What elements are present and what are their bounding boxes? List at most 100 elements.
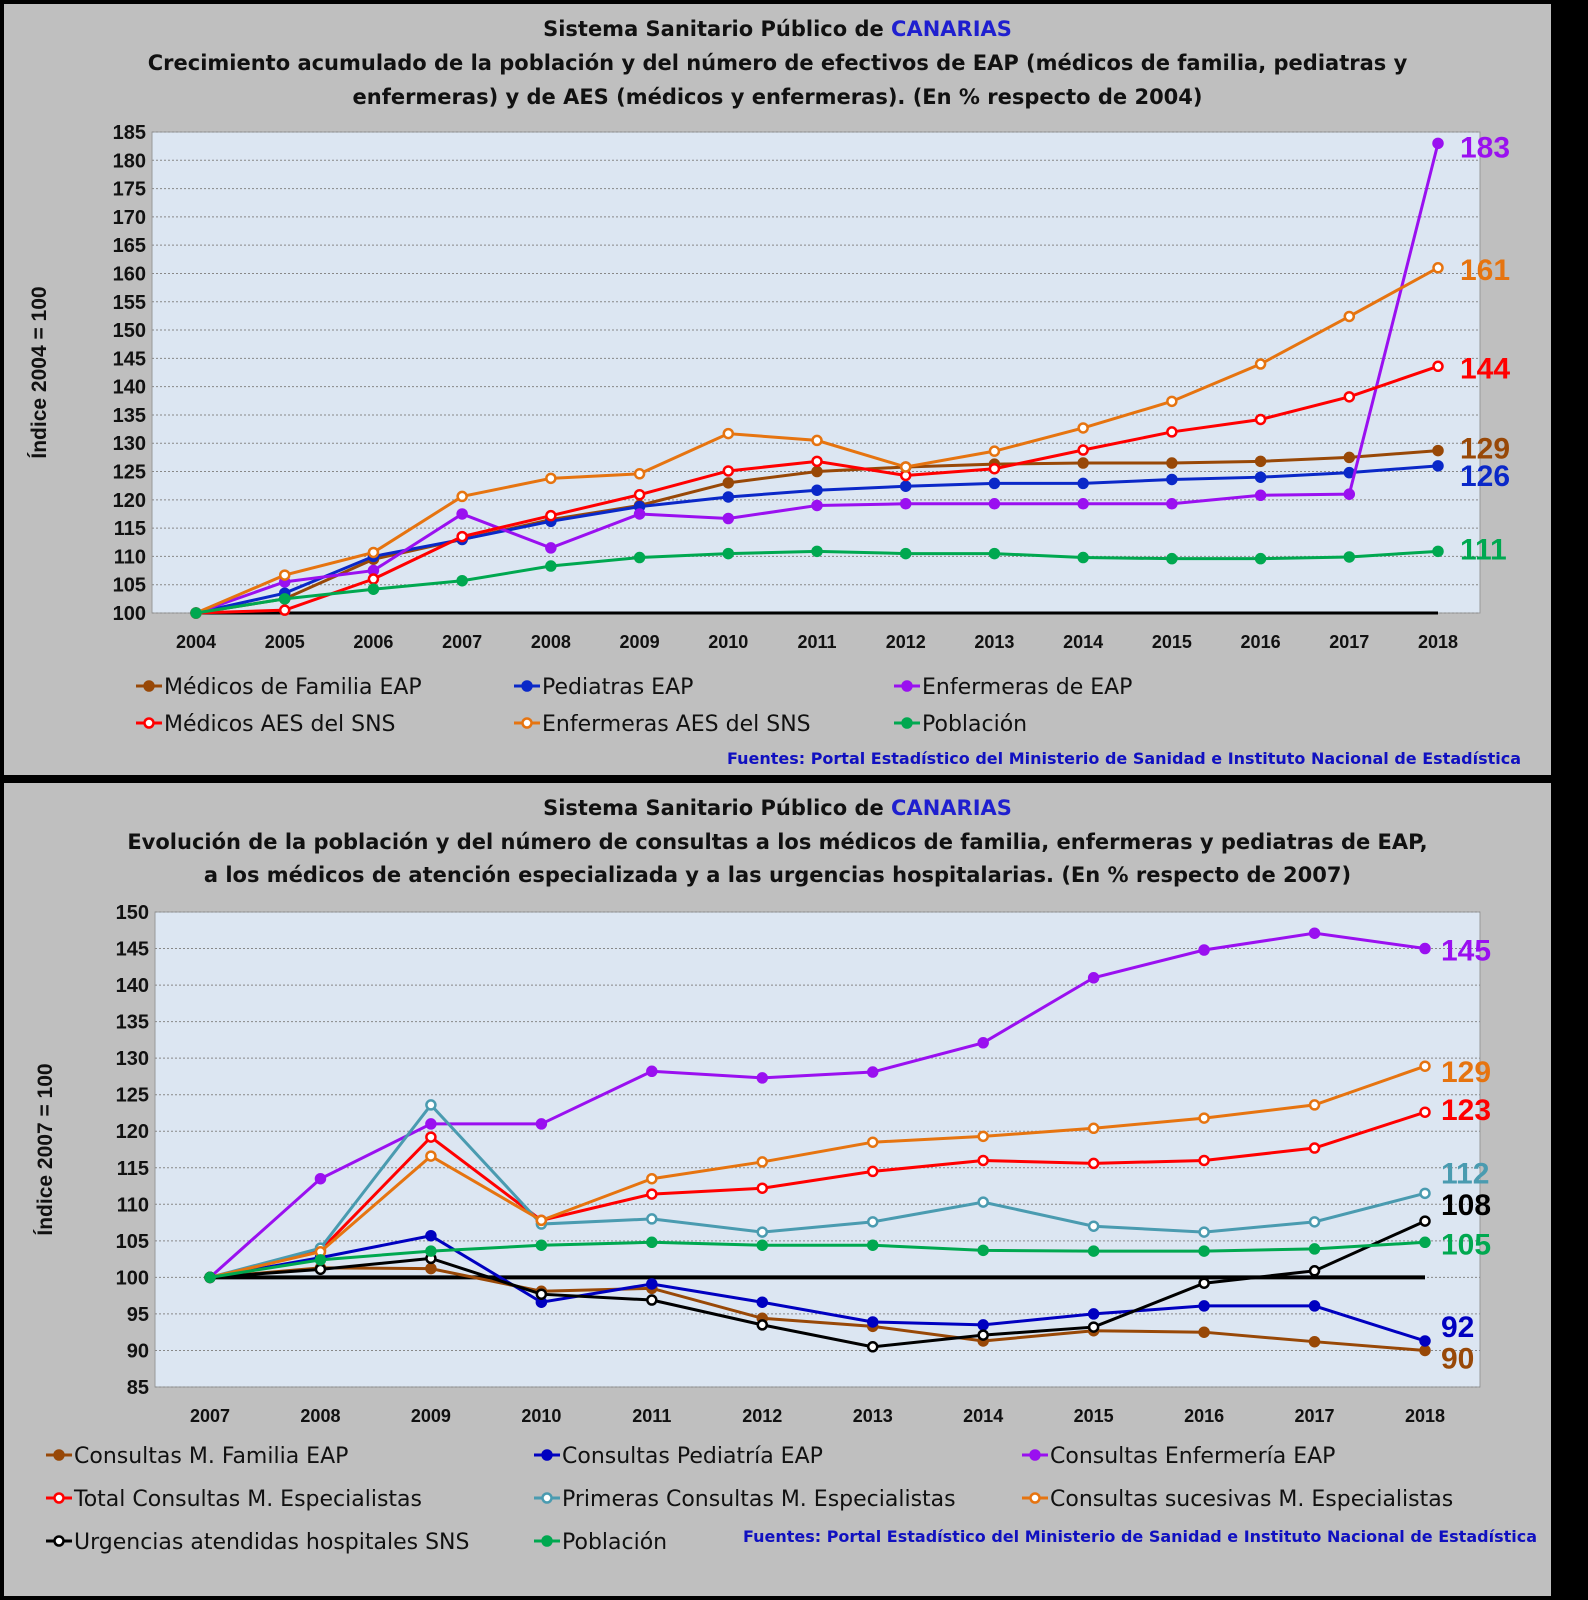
data-point [866, 1136, 879, 1148]
x-tick-label: 2007 [190, 1406, 230, 1426]
legend-marker [53, 1535, 65, 1547]
x-tick-label: 2014 [1063, 632, 1103, 652]
data-point [633, 508, 646, 520]
y-tick-label: 165 [113, 235, 146, 257]
data-point [899, 480, 912, 492]
data-point [722, 547, 735, 560]
data-point [1419, 1106, 1431, 1118]
data-point [1077, 457, 1089, 469]
data-point [1254, 489, 1267, 502]
title-region: CANARIAS [891, 796, 1012, 820]
data-point [811, 455, 823, 468]
data-point [535, 1239, 548, 1251]
data-point [1343, 551, 1356, 563]
end-value-label: 105 [1441, 1228, 1491, 1261]
data-point [988, 445, 1001, 457]
y-tick-label: 135 [113, 405, 146, 427]
data-point [633, 488, 646, 501]
data-point [1254, 455, 1267, 468]
y-tick-label: 110 [114, 546, 146, 568]
data-point [1087, 1308, 1100, 1320]
data-point [278, 593, 291, 605]
y-tick-label: 130 [113, 433, 146, 455]
data-point [1419, 1187, 1431, 1200]
data-point [899, 498, 912, 510]
data-point [1308, 1265, 1321, 1277]
data-point [977, 1329, 989, 1341]
end-value-label: 111 [1460, 533, 1507, 566]
data-point [1308, 927, 1321, 939]
series-line [209, 1102, 1426, 1279]
data-point [722, 512, 735, 525]
end-value-label: 92 [1441, 1311, 1474, 1344]
legend-label: Consultas M. Familia EAP [74, 1444, 348, 1469]
data-point [1343, 310, 1356, 323]
data-point [1198, 1300, 1210, 1312]
data-point [988, 547, 1001, 560]
end-value-label: 144 [1460, 352, 1510, 385]
data-point [535, 1288, 548, 1300]
data-point [756, 1072, 769, 1084]
data-point [1198, 1154, 1210, 1167]
x-tick-label: 2013 [974, 632, 1014, 652]
y-tick-label: 170 [113, 207, 146, 229]
data-point [1419, 1236, 1431, 1249]
legend-marker [541, 1449, 553, 1461]
end-value-label: 123 [1441, 1094, 1491, 1127]
legend-marker [143, 717, 155, 729]
y-tick-label: 145 [113, 348, 146, 370]
data-point [977, 1154, 989, 1167]
data-point [722, 427, 735, 440]
data-point [1343, 451, 1356, 464]
data-point [1254, 413, 1267, 426]
data-point [1087, 972, 1100, 984]
data-point [811, 434, 823, 447]
legend-label: Consultas Pediatría EAP [562, 1444, 823, 1469]
data-point [1087, 1157, 1100, 1170]
y-tick-label: 135 [116, 1012, 149, 1034]
title-prefix: Sistema Sanitario Público de [543, 796, 892, 820]
data-point [456, 490, 468, 503]
data-point [278, 604, 291, 616]
chart-subtitle-2: a los médicos de atención especializada … [203, 863, 1352, 887]
data-point [425, 1099, 437, 1111]
data-point [722, 477, 735, 489]
data-point [722, 465, 735, 477]
data-point [811, 465, 823, 478]
x-tick-label: 2015 [1152, 632, 1192, 652]
data-point [646, 1278, 658, 1290]
x-tick-label: 2013 [853, 1406, 893, 1426]
x-tick-label: 2008 [531, 632, 571, 652]
chart-subtitle-2: enfermeras) y de AES (médicos y enfermer… [352, 85, 1203, 109]
y-tick-label: 150 [116, 902, 149, 924]
data-point [722, 491, 735, 503]
x-tick-label: 2017 [1329, 632, 1369, 652]
y-axis-label: Índice 2004 = 100 [28, 286, 51, 458]
data-point [1343, 391, 1356, 403]
data-point [204, 1271, 216, 1284]
data-point [535, 1214, 548, 1227]
end-value-label: 161 [1460, 254, 1510, 287]
data-point [1166, 426, 1178, 438]
x-tick-label: 2006 [353, 632, 393, 652]
data-point [756, 1156, 769, 1168]
y-tick-label: 105 [116, 1231, 149, 1253]
chart-panel-staff: Sistema Sanitario Público de CANARIAS Cr… [4, 4, 1551, 775]
end-value-label: 145 [1441, 935, 1491, 968]
series-line [209, 931, 1426, 1279]
x-tick-label: 2009 [411, 1406, 451, 1426]
legend-label: Enfermeras de EAP [922, 675, 1132, 700]
data-point [1308, 1335, 1321, 1348]
x-tick-label: 2018 [1405, 1406, 1445, 1426]
data-point [1087, 1220, 1100, 1232]
x-tick-label: 2010 [708, 632, 748, 652]
x-tick-label: 2012 [886, 632, 926, 652]
legend-marker [53, 1449, 65, 1461]
x-tick-label: 2012 [742, 1406, 782, 1426]
x-tick-label: 2005 [265, 632, 305, 652]
data-point [456, 508, 468, 520]
data-point [535, 1118, 548, 1130]
x-tick-label: 2007 [442, 632, 482, 652]
data-point [756, 1239, 769, 1251]
y-tick-label: 155 [113, 292, 146, 314]
